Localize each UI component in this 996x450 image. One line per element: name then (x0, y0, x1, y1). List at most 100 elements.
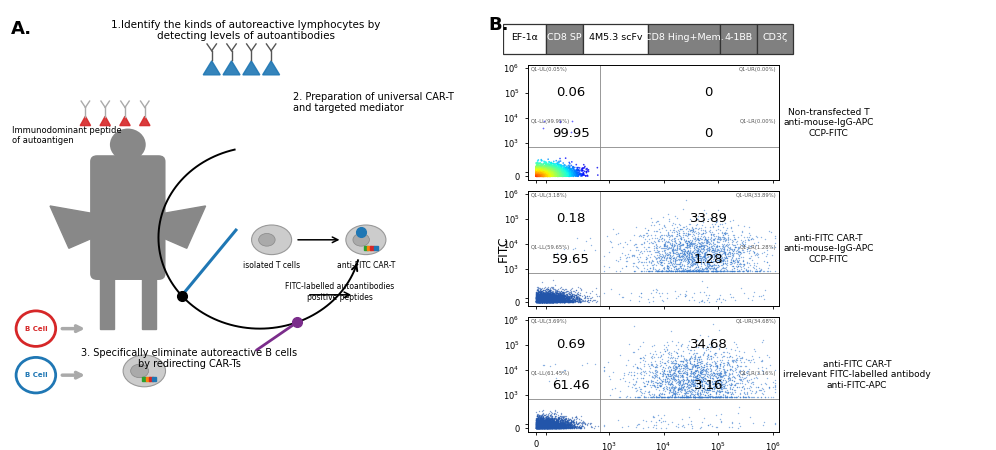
Point (563, 298, 579, 305)
Point (534, 171, 550, 178)
Point (535, 171, 551, 178)
Point (533, 296, 549, 303)
Point (530, 423, 546, 430)
Point (535, 297, 551, 305)
Point (538, 161, 554, 168)
Point (695, 242, 711, 249)
Point (533, 168, 549, 175)
Point (538, 414, 554, 422)
Point (536, 294, 552, 302)
Polygon shape (157, 206, 205, 248)
Point (531, 171, 547, 178)
Point (552, 424, 568, 431)
Point (530, 419, 546, 426)
Point (739, 385, 755, 392)
Point (532, 420, 548, 427)
Point (539, 419, 555, 426)
Point (531, 172, 547, 180)
Point (695, 385, 711, 392)
Point (691, 364, 707, 371)
Point (562, 420, 578, 427)
Point (719, 261, 735, 269)
Point (673, 247, 689, 254)
Point (738, 355, 754, 362)
Point (537, 298, 553, 306)
Point (553, 291, 569, 298)
Point (540, 171, 556, 178)
Point (528, 298, 544, 305)
Point (573, 417, 589, 424)
Point (530, 166, 546, 173)
Point (548, 293, 564, 300)
Point (545, 171, 561, 178)
Point (529, 170, 545, 177)
Point (558, 170, 574, 177)
Point (711, 388, 727, 395)
Point (540, 171, 556, 179)
Point (531, 298, 547, 306)
Point (664, 246, 680, 253)
Point (710, 394, 726, 401)
Point (551, 171, 567, 178)
Point (540, 295, 556, 302)
Point (531, 171, 547, 179)
Point (532, 172, 548, 180)
Point (552, 294, 568, 302)
Point (549, 169, 565, 176)
Point (556, 298, 572, 305)
Point (529, 419, 545, 427)
Point (537, 167, 553, 174)
Point (712, 387, 728, 395)
Point (544, 297, 560, 304)
Point (664, 263, 680, 270)
Point (541, 168, 557, 176)
Point (718, 384, 734, 392)
Point (550, 290, 566, 297)
Point (531, 420, 547, 427)
Point (681, 249, 697, 256)
Point (541, 294, 557, 302)
Point (662, 258, 678, 265)
Point (542, 167, 558, 174)
Point (552, 296, 568, 303)
Point (537, 167, 553, 175)
Point (530, 173, 546, 180)
Point (551, 166, 567, 173)
Point (529, 289, 545, 296)
Point (726, 387, 742, 394)
Point (553, 166, 569, 173)
Point (532, 424, 548, 432)
Point (550, 418, 566, 425)
Point (538, 420, 554, 427)
Point (531, 416, 547, 423)
Point (651, 243, 667, 251)
Point (529, 171, 545, 179)
Point (687, 354, 703, 361)
Point (536, 420, 552, 427)
Point (683, 388, 699, 395)
Point (537, 294, 553, 302)
Point (542, 294, 558, 301)
Point (552, 295, 568, 302)
Point (726, 235, 742, 243)
Point (639, 248, 655, 255)
Point (562, 166, 578, 173)
Point (543, 290, 559, 297)
Point (691, 245, 707, 252)
Point (701, 251, 717, 258)
Point (707, 268, 723, 275)
Point (561, 294, 577, 301)
Point (535, 171, 551, 178)
Point (539, 293, 555, 301)
Point (706, 253, 722, 261)
Point (533, 419, 549, 426)
Point (531, 298, 547, 306)
Point (537, 292, 553, 300)
Point (534, 422, 550, 429)
Point (546, 292, 562, 300)
Point (552, 172, 568, 180)
Point (533, 169, 549, 176)
Point (533, 171, 549, 178)
Point (537, 168, 553, 176)
Point (549, 423, 565, 430)
